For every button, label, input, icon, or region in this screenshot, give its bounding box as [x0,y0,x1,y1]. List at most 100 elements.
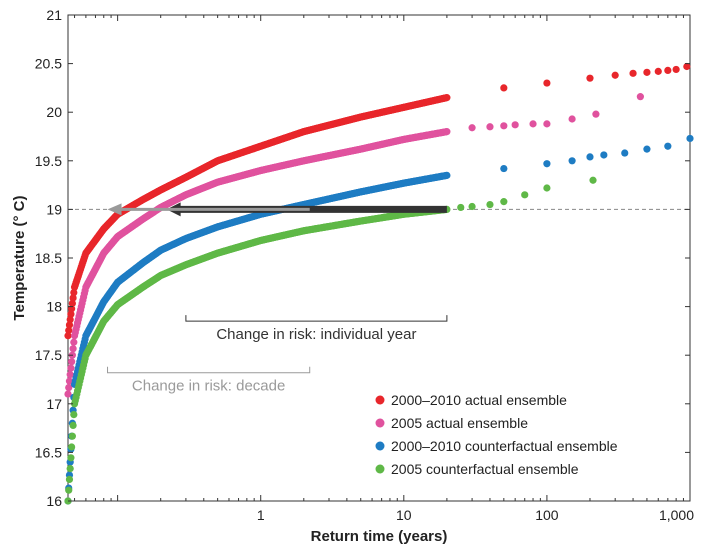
data-point [568,115,576,123]
data-point [65,321,74,329]
data-point [636,93,644,101]
x-tick-label: 10 [396,507,412,523]
data-point [68,443,76,451]
y-tick-label: 16 [46,493,62,509]
data-point [568,157,576,165]
data-point [683,62,691,71]
legend-label: 2005 actual ensemble [391,415,528,431]
y-tick-label: 18.5 [35,250,62,266]
data-point [70,411,78,419]
data-point [643,145,651,153]
x-axis-title: Return time (years) [311,528,448,545]
data-point [611,71,619,79]
data-point [586,74,594,82]
data-point [686,134,694,143]
y-tick-label: 20 [46,104,62,120]
data-point [67,364,75,372]
data-point [543,160,551,168]
data-point [486,123,494,131]
series-layer [64,62,694,505]
series-0 [64,62,691,340]
data-point [500,84,508,92]
data-point [664,66,672,75]
annotation-layer: Change in risk: individual year Change in… [107,202,448,395]
axes-layer: 16 16.5 17 17.5 18 18.5 19 19.5 20 20.5 21 1 10 100 1,… [35,7,694,523]
data-point [592,110,600,118]
data-point [511,121,519,129]
bracket-0 [185,315,448,322]
y-tick-label: 19 [46,201,62,217]
y-tick-label: 17 [46,396,62,412]
data-point [672,65,680,74]
data-point [64,390,72,398]
bracket-1 [107,366,311,374]
legend-label: 2005 counterfactual ensemble [391,461,579,477]
x-tick-label: 1 [257,507,265,523]
data-point [68,432,76,440]
data-point [66,315,74,324]
data-point [543,120,551,128]
legend-marker [375,441,385,451]
data-point [65,475,74,483]
data-point [64,332,72,340]
data-point [70,288,78,297]
data-point [468,124,476,132]
data-point [629,69,637,77]
y-tick-label: 16.5 [35,444,62,460]
data-point [500,122,508,130]
data-point [66,371,74,379]
y-tick-label: 21 [46,7,62,23]
y-tick-label: 19.5 [35,153,62,169]
data-point [664,142,672,150]
data-point [586,153,594,161]
data-point [65,486,73,494]
legend-label: 2000–2010 counterfactual ensemble [391,438,618,454]
data-point [543,79,551,87]
data-point [69,421,77,429]
legend-marker [375,418,385,428]
data-point [443,171,451,179]
data-point [521,191,529,199]
y-axis-title: Temperature (° C) [11,196,28,321]
data-point [468,202,476,211]
data-point [66,465,74,473]
data-point [600,151,608,159]
data-point [500,164,508,173]
data-point [69,294,77,302]
data-point [65,384,73,392]
data-point [70,338,78,346]
plot-frame [67,14,691,502]
y-tick-label: 18 [46,299,62,315]
data-point [529,120,537,128]
x-tick-label: 100 [535,507,559,523]
arrow-head-decade [107,203,122,216]
data-point [67,310,75,318]
plot-area [67,14,691,502]
data-point [500,198,508,206]
data-point [68,299,76,307]
y-tick-label: 20.5 [35,56,62,72]
data-point [457,203,465,212]
data-point [643,68,651,76]
annotation-label-0: Change in risk: individual year [216,326,416,343]
legend: 2000–2010 actual ensemble 2005 actual ens… [375,392,618,477]
annotation-label-1: Change in risk: decade [132,378,285,395]
data-point [654,67,662,75]
data-point [486,200,494,209]
data-point [443,94,451,102]
data-point [67,454,75,462]
series-1 [64,93,644,398]
data-point [621,149,629,157]
legend-label: 2000–2010 actual ensemble [391,392,567,408]
y-tick-label: 17.5 [35,347,62,363]
legend-marker [375,464,385,474]
data-point [69,345,77,353]
data-point [443,128,451,136]
data-point [543,184,551,192]
series-3 [64,176,597,505]
data-point [68,358,76,366]
series-2 [64,134,694,505]
data-point [589,176,597,184]
x-tick-label: 1,000 [659,507,694,523]
